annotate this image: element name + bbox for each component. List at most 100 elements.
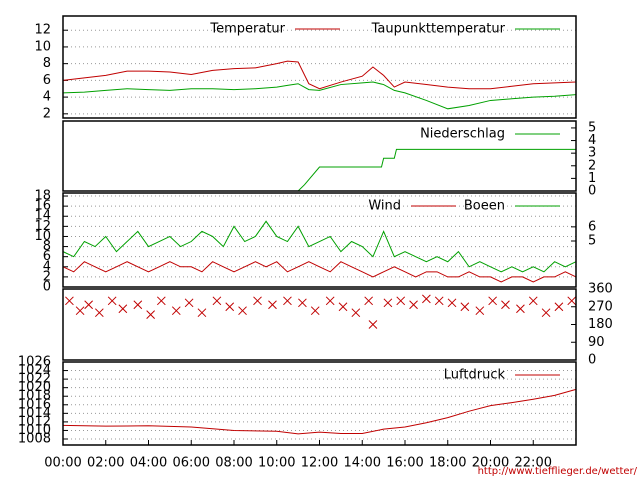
x-tick-label: 04:00 (130, 456, 167, 471)
y-tick-label: 4 (43, 259, 51, 274)
legend-label: Taupunkttemperatur (371, 22, 506, 37)
scatter-point (447, 298, 457, 308)
x-tick-label: 12:00 (301, 456, 338, 471)
scatter-point (225, 302, 235, 312)
x-tick-label: 02:00 (87, 456, 124, 471)
y-tick-label: 12 (34, 219, 51, 234)
y-tick-label: 14 (34, 209, 51, 224)
y2-tick-label: 360 (588, 282, 613, 297)
x-tick-label: 08:00 (215, 456, 252, 471)
scatter-point (253, 296, 262, 306)
scatter-point (383, 298, 393, 308)
scatter-point (488, 296, 497, 306)
scatter-point (310, 306, 320, 316)
scatter-point (351, 308, 361, 318)
y2-tick-label: 4 (588, 133, 596, 148)
x-tick-label: 06:00 (173, 456, 210, 471)
y-tick-label: 1018 (18, 389, 51, 404)
y-tick-label: 1016 (18, 397, 51, 412)
scatter-point (75, 306, 85, 316)
scatter-point (65, 296, 74, 306)
scatter-point (184, 298, 194, 308)
y-tick-label: 6 (43, 249, 51, 264)
x-tick-label: 18:00 (429, 456, 466, 471)
data-line (62, 261, 577, 283)
y-tick-label: 16 (34, 199, 51, 214)
y2-tick-label: 0 (588, 184, 596, 199)
panel-frame (62, 288, 577, 361)
scatter-point (541, 308, 551, 318)
x-tick-label: 10:00 (258, 456, 295, 471)
scatter-point (94, 308, 104, 318)
scatter-point (460, 302, 470, 312)
y-tick-label: 1026 (18, 355, 51, 370)
scatter-point (501, 300, 510, 310)
scatter-point (516, 304, 525, 314)
y2-tick-label: 180 (588, 317, 613, 332)
scatter-point (212, 296, 222, 306)
scatter-point (325, 296, 335, 306)
scatter-point (197, 308, 207, 318)
scatter-point (171, 306, 181, 316)
scatter-point (107, 296, 117, 306)
source-url: http://www.tiefflieger.de/wetter/ (478, 466, 638, 477)
y-tick-label: 1012 (18, 414, 51, 429)
y-tick-label: 1010 (18, 423, 51, 438)
scatter-point (118, 304, 128, 314)
y-tick-label: 0 (43, 280, 51, 295)
x-tick-label: 22:00 (515, 456, 552, 471)
scatter-point (434, 296, 444, 306)
data-line (63, 148, 576, 192)
x-tick-label: 14:00 (344, 456, 381, 471)
scatter-point (364, 296, 374, 306)
y-tick-label: 1022 (18, 372, 51, 387)
x-tick-label: 20:00 (472, 456, 509, 471)
panel-frame (62, 361, 577, 446)
data-line (62, 81, 577, 110)
scatter-point (368, 320, 378, 329)
y-tick-label: 4 (43, 90, 51, 105)
scatter-point (396, 296, 406, 306)
y-tick-label: 10 (34, 229, 51, 244)
scatter-point (475, 306, 485, 316)
y2-tick-label: 90 (588, 335, 605, 350)
y2-tick-label: 5 (588, 120, 596, 135)
y2-tick-label: 1 (588, 171, 596, 186)
data-line (62, 388, 577, 435)
y-tick-label: 8 (43, 239, 51, 254)
panel-frame (62, 15, 577, 119)
scatter-point (528, 296, 538, 306)
y-tick-label: 18 (34, 189, 51, 204)
x-tick-label: 16:00 (386, 456, 423, 471)
scatter-point (156, 296, 166, 306)
scatter-point (84, 300, 94, 310)
y-tick-label: 6 (43, 73, 51, 88)
y-tick-label: 12 (34, 23, 51, 38)
panel-frame (62, 120, 577, 192)
legend-label: Niederschlag (420, 127, 505, 142)
data-line (62, 220, 577, 273)
y2-tick-label: 5 (588, 234, 596, 249)
scatter-point (146, 310, 155, 319)
y2-tick-label: 3 (588, 146, 596, 161)
legend-label: Boeen (464, 199, 505, 214)
legend-label: Wind (368, 199, 401, 214)
y2-tick-label: 2 (588, 158, 596, 173)
y-tick-label: 1020 (18, 380, 51, 395)
scatter-point (338, 302, 348, 312)
y-tick-label: 10 (34, 39, 51, 54)
scatter-point (238, 306, 247, 316)
y-tick-label: 2 (43, 269, 51, 284)
scatter-point (422, 294, 431, 304)
legend-label: Temperatur (209, 22, 285, 37)
y2-tick-label: 0 (588, 353, 596, 368)
x-tick-label: 00:00 (44, 456, 81, 471)
y-tick-label: 2 (43, 106, 51, 121)
scatter-point (283, 296, 292, 306)
y-tick-label: 1008 (18, 432, 51, 447)
y-tick-label: 8 (43, 56, 51, 71)
scatter-point (554, 302, 564, 312)
scatter-point (567, 296, 577, 306)
scatter-point (409, 300, 418, 310)
